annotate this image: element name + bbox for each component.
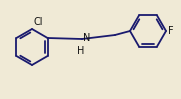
Text: Cl: Cl	[33, 17, 43, 27]
Text: F: F	[168, 26, 174, 36]
Text: H: H	[77, 46, 85, 56]
Text: N: N	[83, 33, 90, 43]
